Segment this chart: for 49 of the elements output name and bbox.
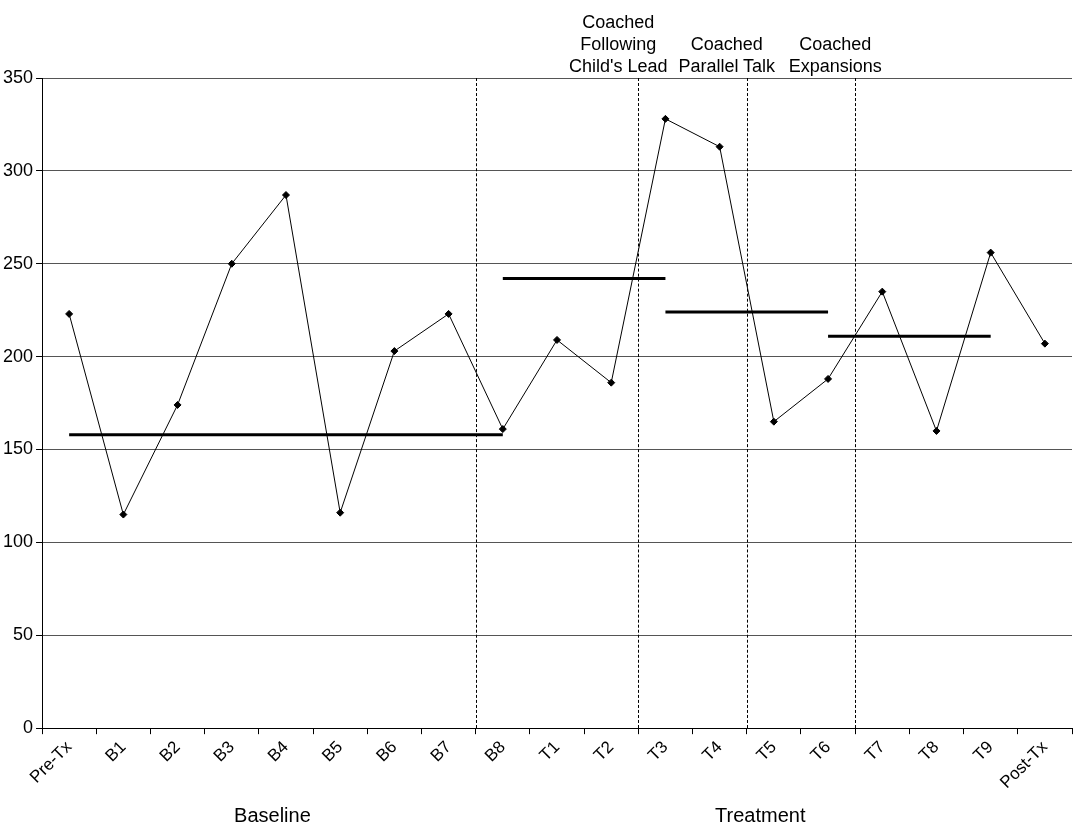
x-tick-label: T7	[860, 737, 889, 765]
point	[715, 142, 724, 151]
y-tick-label: 200	[2, 345, 34, 366]
point	[336, 508, 345, 517]
x-tick-label: B7	[426, 737, 455, 766]
y-tick-label: 250	[2, 252, 34, 273]
x-tick-label: T8	[915, 737, 943, 765]
point	[553, 335, 562, 344]
y-tick-label: 100	[2, 531, 34, 552]
x-tick-label: T2	[589, 737, 618, 765]
point	[390, 347, 399, 356]
x-tick-label: T5	[752, 737, 780, 765]
point	[173, 400, 182, 409]
point	[498, 425, 507, 434]
text: Coached Following Child's Lead	[569, 11, 668, 76]
point	[824, 374, 833, 383]
x-tick-label: B5	[318, 737, 347, 766]
y-tick-label: 0	[23, 717, 34, 738]
point	[281, 191, 290, 200]
x-tick-label: T3	[644, 737, 672, 765]
text: Coached Expansions	[788, 33, 882, 76]
point	[227, 259, 236, 268]
point	[986, 248, 995, 257]
point	[65, 309, 74, 318]
point	[444, 309, 453, 318]
x-tick-label: T4	[698, 737, 726, 765]
y-tick-label: 350	[2, 66, 34, 87]
point	[119, 510, 128, 519]
point	[661, 114, 670, 123]
x-tick-label: T9	[969, 737, 997, 765]
text: Treatment	[715, 803, 806, 826]
point	[878, 287, 887, 296]
y-tick-label: 300	[2, 159, 34, 180]
x-tick-label: T1	[535, 737, 564, 765]
x-tick-label: B8	[480, 737, 509, 766]
y-tick-label: 50	[13, 624, 34, 645]
x-tick-label: B2	[155, 737, 184, 766]
x-tick-label: B6	[372, 737, 401, 766]
point	[932, 426, 941, 435]
x-tick-label: B4	[263, 737, 293, 766]
x-tick-label: B1	[101, 737, 130, 766]
x-tick-label: B3	[209, 737, 238, 766]
x-tick-label: T6	[806, 737, 835, 765]
point	[1040, 339, 1049, 348]
point	[607, 378, 616, 387]
text: Coached Parallel Talk	[678, 33, 777, 76]
text: Baseline	[234, 803, 311, 826]
y-tick-label: 150	[2, 438, 34, 459]
point	[769, 417, 778, 426]
